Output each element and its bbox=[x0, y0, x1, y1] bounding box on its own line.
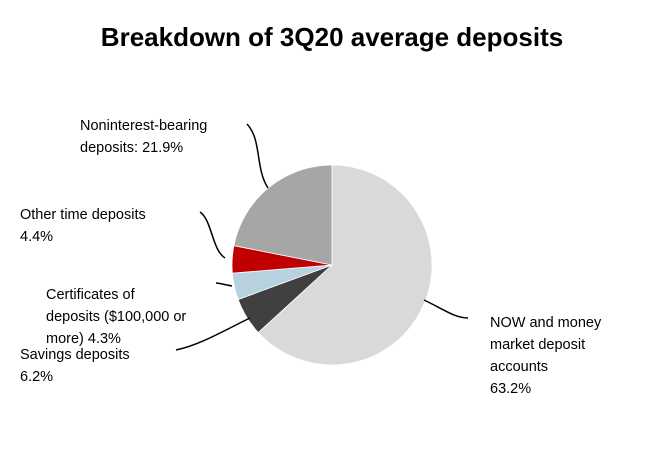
pie-slice-nib bbox=[233, 164, 333, 266]
leader-line-now bbox=[423, 299, 469, 319]
leader-line-cds bbox=[215, 282, 233, 287]
chart-title: Breakdown of 3Q20 average deposits bbox=[100, 22, 564, 52]
leader-line-nib bbox=[246, 123, 269, 189]
slice-label-cds: Certificates of deposits ($100,000 or mo… bbox=[46, 287, 187, 347]
slice-label-nib: Noninterest-bearing deposits: 21.9% bbox=[80, 118, 208, 156]
pie-slice-now bbox=[257, 164, 433, 366]
leader-line-savings bbox=[175, 317, 251, 351]
leader-line-other bbox=[199, 211, 226, 259]
slice-label-now: NOW and money market deposit accounts 63… bbox=[490, 315, 602, 397]
slice-label-savings: Savings deposits 6.2% bbox=[20, 347, 130, 385]
slice-label-other: Other time deposits 4.4% bbox=[20, 207, 146, 245]
